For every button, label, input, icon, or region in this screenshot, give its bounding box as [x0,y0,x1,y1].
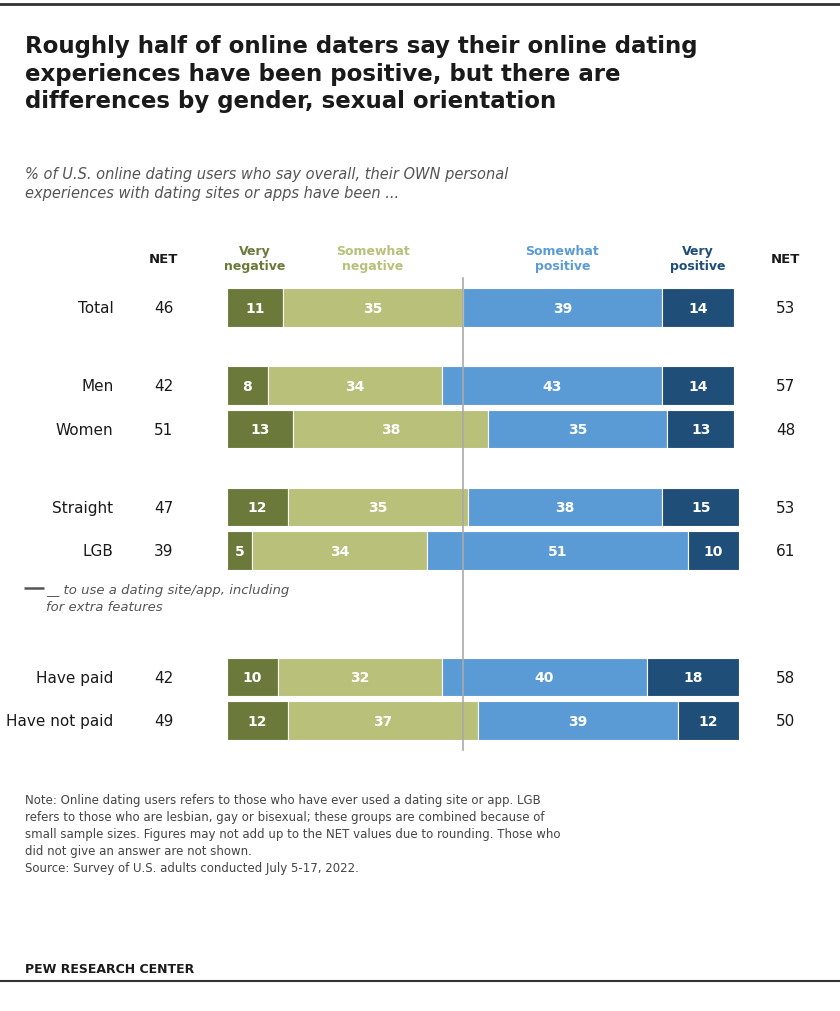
Bar [227,532,252,570]
Bar [427,532,688,570]
Text: 58: 58 [776,670,795,684]
Bar [227,658,278,697]
Text: 42: 42 [155,670,173,684]
Bar [283,289,463,328]
Text: 50: 50 [776,714,795,728]
Text: 10: 10 [704,544,723,558]
Text: 43: 43 [543,379,562,393]
Text: Have not paid: Have not paid [6,714,113,728]
Text: Roughly half of online daters say their online dating
experiences have been posi: Roughly half of online daters say their … [25,35,698,113]
Bar [442,367,662,405]
Text: 5: 5 [234,544,244,558]
Text: LGB: LGB [82,544,113,558]
Bar [278,658,442,697]
Text: 18: 18 [683,670,703,684]
Text: NET: NET [150,253,178,266]
Text: 49: 49 [154,714,174,728]
Bar [688,532,739,570]
Text: 34: 34 [345,379,365,393]
Text: Total: Total [77,301,113,315]
Text: 42: 42 [155,379,173,393]
Text: 61: 61 [775,544,795,558]
Bar [468,488,663,527]
Text: 14: 14 [689,379,708,393]
Text: Note: Online dating users refers to those who have ever used a dating site or ap: Note: Online dating users refers to thos… [25,794,561,875]
Bar [288,702,478,740]
Text: Somewhat
negative: Somewhat negative [336,245,410,273]
Text: 48: 48 [776,423,795,437]
Text: 40: 40 [535,670,554,684]
Bar [442,658,647,697]
Bar [268,367,442,405]
Text: 46: 46 [154,301,174,315]
Text: 37: 37 [374,714,393,728]
Text: 10: 10 [243,670,262,684]
Text: Very
negative: Very negative [224,245,286,273]
Text: 35: 35 [363,301,382,315]
Bar [293,410,488,449]
Text: 38: 38 [555,500,575,515]
Bar [478,702,678,740]
Text: 34: 34 [330,544,349,558]
Text: 47: 47 [155,500,173,515]
Text: 39: 39 [154,544,174,558]
Text: 13: 13 [691,423,711,437]
Bar [227,367,268,405]
Text: 39: 39 [568,714,587,728]
Text: PEW RESEARCH CENTER: PEW RESEARCH CENTER [25,962,194,976]
Text: 11: 11 [245,301,265,315]
Text: NET: NET [771,253,800,266]
Bar [488,410,668,449]
Text: 53: 53 [775,301,795,315]
Bar [227,488,288,527]
Bar [227,702,288,740]
Bar [463,289,662,328]
Text: Somewhat
positive: Somewhat positive [526,245,599,273]
Text: 8: 8 [243,379,252,393]
Text: 15: 15 [691,500,711,515]
Bar [647,658,739,697]
Bar [663,488,739,527]
Text: 12: 12 [248,714,267,728]
Text: 51: 51 [548,544,567,558]
Text: 35: 35 [568,423,587,437]
Bar [663,367,734,405]
Text: % of U.S. online dating users who say overall, their OWN personal
experiences wi: % of U.S. online dating users who say ov… [25,167,508,200]
Text: 38: 38 [381,423,401,437]
Text: Straight: Straight [52,500,113,515]
Text: Men: Men [81,379,113,393]
Text: 12: 12 [699,714,718,728]
Bar [227,410,293,449]
Text: Have paid: Have paid [36,670,113,684]
Bar [288,488,468,527]
Bar [668,410,734,449]
Bar [663,289,734,328]
Text: Women: Women [55,423,113,437]
Text: 13: 13 [250,423,270,437]
Text: 12: 12 [248,500,267,515]
Bar [252,532,427,570]
Text: 57: 57 [776,379,795,393]
Bar [227,289,283,328]
Text: 39: 39 [553,301,572,315]
Text: 35: 35 [368,500,387,515]
Text: 14: 14 [689,301,708,315]
Text: 32: 32 [350,670,370,684]
Text: 51: 51 [155,423,173,437]
Text: __ to use a dating site/app, including
for extra features: __ to use a dating site/app, including f… [46,583,290,614]
Bar [678,702,739,740]
Text: 53: 53 [775,500,795,515]
Text: Very
positive: Very positive [670,245,726,273]
